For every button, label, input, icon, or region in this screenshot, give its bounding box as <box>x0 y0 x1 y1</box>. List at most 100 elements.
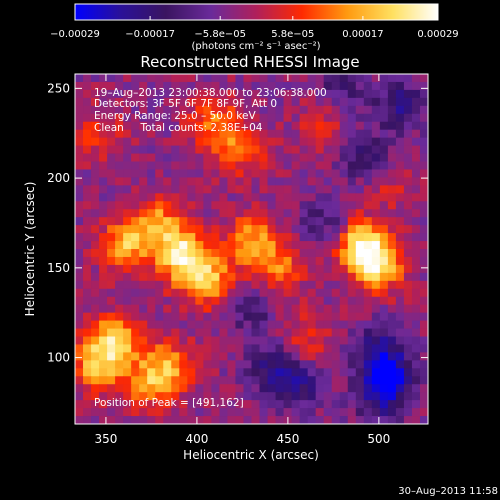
heatmap-cell <box>147 105 156 115</box>
heatmap-cell <box>131 376 140 385</box>
heatmap-cell <box>379 153 389 162</box>
heatmap-cell <box>91 177 100 186</box>
heatmap-cell <box>339 376 349 385</box>
heatmap-cell <box>99 81 108 91</box>
heatmap-cell <box>107 368 116 377</box>
heatmap-cell <box>243 328 252 337</box>
heatmap-cell <box>179 408 188 417</box>
heatmap-cell <box>259 129 268 139</box>
heatmap-cell <box>219 384 228 393</box>
heatmap-cell <box>251 209 260 218</box>
heatmap-cell <box>299 113 309 123</box>
heatmap-cell <box>155 296 164 306</box>
heatmap-cell <box>291 233 301 242</box>
x-tick-label: 500 <box>367 432 390 446</box>
heatmap-cell <box>83 74 92 83</box>
heatmap-cell <box>115 360 124 369</box>
heatmap-cell <box>283 209 293 218</box>
heatmap-cell <box>195 105 204 115</box>
heatmap-cell <box>259 256 268 266</box>
heatmap-cell <box>275 153 284 162</box>
heatmap-cell <box>387 264 397 274</box>
heatmap-cell <box>91 352 100 361</box>
heatmap-cell <box>179 81 188 91</box>
heatmap-cell <box>403 241 413 250</box>
heatmap-cell <box>243 376 252 385</box>
heatmap-cell <box>147 145 156 154</box>
heatmap-cell <box>115 217 124 226</box>
heatmap-cell <box>139 161 148 170</box>
heatmap-cell <box>331 169 341 178</box>
heatmap-cell <box>411 121 421 131</box>
heatmap-cell <box>283 145 293 154</box>
heatmap-cell <box>299 416 309 425</box>
heatmap-cell <box>283 161 293 170</box>
heatmap-cell <box>323 376 333 385</box>
heatmap-cell <box>179 392 188 401</box>
heatmap-cell <box>123 121 132 131</box>
heatmap-cell <box>155 360 164 369</box>
heatmap-cell <box>323 416 333 425</box>
heatmap-cell <box>355 392 365 401</box>
heatmap-cell <box>323 249 333 258</box>
heatmap-cell <box>283 368 293 377</box>
heatmap-cell <box>307 137 317 146</box>
heatmap-cell <box>75 320 84 329</box>
heatmap-cell <box>107 256 116 266</box>
heatmap-cell <box>251 360 260 369</box>
heatmap-cell <box>91 121 100 131</box>
heatmap-cell <box>267 288 276 298</box>
heatmap-cell <box>291 416 301 425</box>
heatmap-cell <box>315 288 325 298</box>
heatmap-cell <box>323 217 333 226</box>
heatmap-cell <box>355 384 365 393</box>
heatmap-cell <box>91 137 100 146</box>
heatmap-cell <box>147 360 156 369</box>
heatmap-cell <box>347 129 357 139</box>
heatmap-cell <box>139 201 148 210</box>
heatmap-cell <box>195 153 204 162</box>
heatmap-cell <box>403 336 413 345</box>
heatmap-cell <box>251 288 260 298</box>
heatmap-cell <box>283 304 293 314</box>
heatmap-cell <box>251 344 260 353</box>
heatmap-cell <box>155 384 164 393</box>
heatmap-cell <box>83 392 92 401</box>
heatmap-cell <box>339 129 349 139</box>
heatmap-cell <box>139 296 148 306</box>
heatmap-cell <box>275 280 284 290</box>
heatmap-cell <box>179 344 188 353</box>
heatmap-cell <box>395 328 405 337</box>
heatmap-cell <box>395 217 405 226</box>
heatmap-cell <box>347 368 357 377</box>
heatmap-cell <box>171 201 180 210</box>
heatmap-cell <box>211 225 220 234</box>
heatmap-cell <box>411 193 421 202</box>
heatmap-cell <box>203 161 212 170</box>
heatmap-cell <box>411 161 421 170</box>
heatmap-cell <box>203 233 212 242</box>
heatmap-cell <box>299 233 309 242</box>
heatmap-cell <box>75 129 84 139</box>
heatmap-cell <box>411 201 421 210</box>
heatmap-cell <box>339 416 349 425</box>
heatmap-cell <box>347 74 357 83</box>
heatmap-cell <box>291 74 301 83</box>
heatmap-cell <box>419 241 429 250</box>
heatmap-cell <box>155 256 164 266</box>
heatmap-cell <box>203 209 212 218</box>
heatmap-cell <box>123 256 132 266</box>
heatmap-cell <box>395 384 405 393</box>
heatmap-cell <box>139 256 148 266</box>
heatmap-cell <box>75 416 84 425</box>
heatmap-cell <box>195 241 204 250</box>
heatmap-cell <box>163 320 172 329</box>
heatmap-cell <box>171 161 180 170</box>
heatmap-cell <box>211 153 220 162</box>
heatmap-cell <box>163 113 172 123</box>
heatmap-cell <box>139 113 148 123</box>
heatmap-cell <box>195 113 204 123</box>
heatmap-cell <box>379 328 389 337</box>
heatmap-cell <box>363 193 373 202</box>
heatmap-cell <box>187 272 196 282</box>
